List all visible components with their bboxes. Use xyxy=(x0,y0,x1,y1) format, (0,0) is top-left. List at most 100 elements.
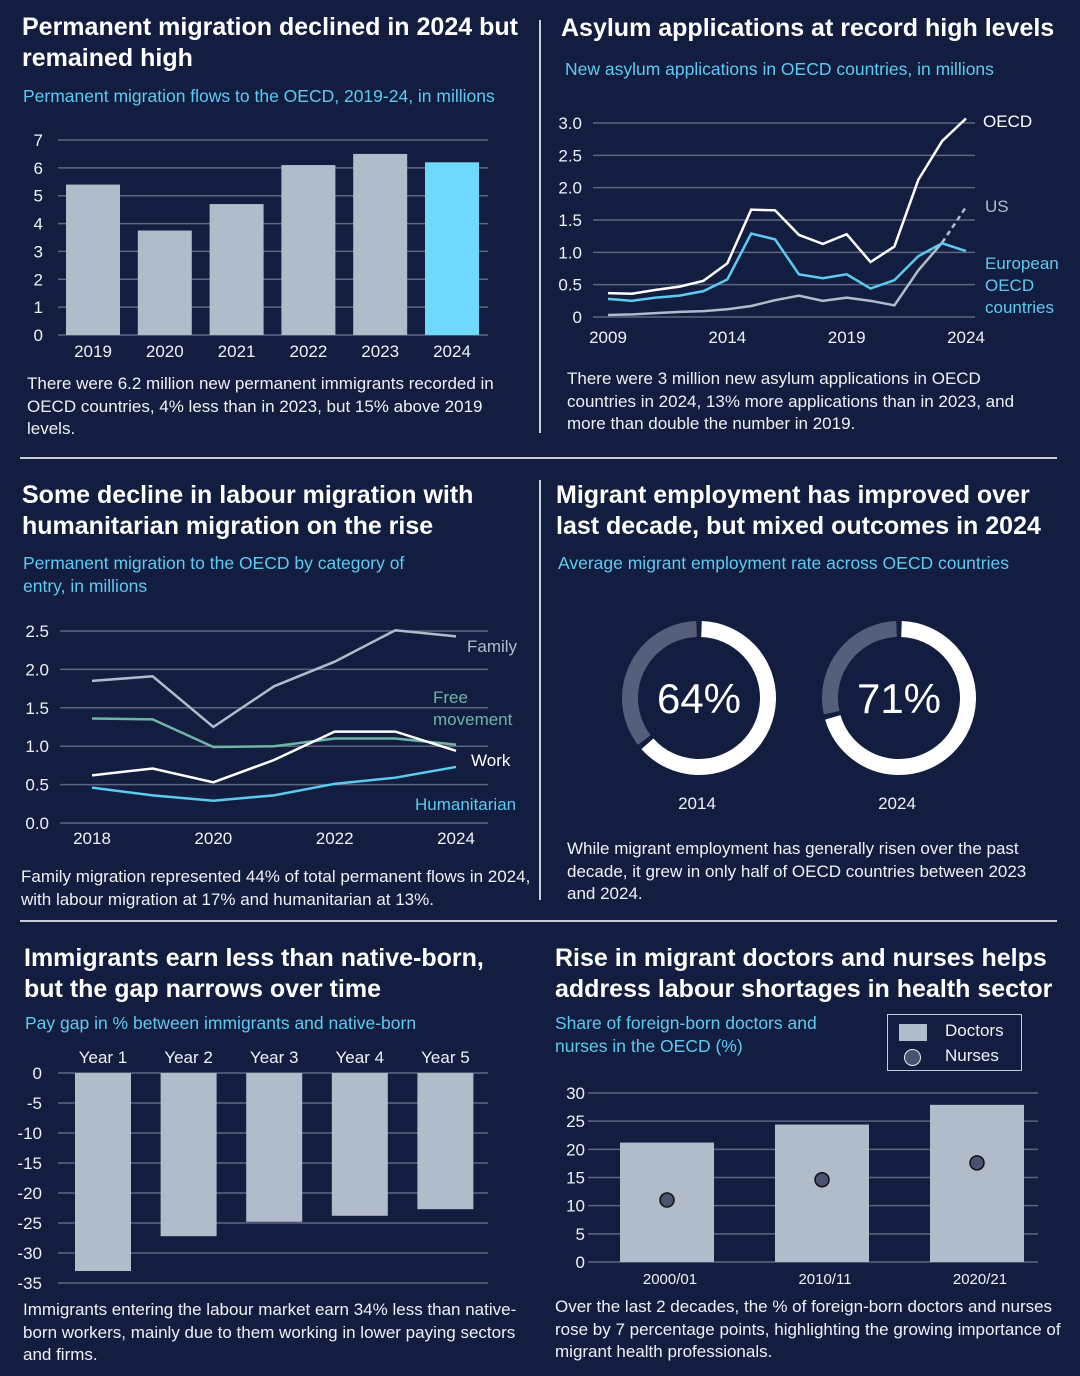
chart6-nurses-marker xyxy=(659,1192,675,1208)
chart1-x-tick-label: 2022 xyxy=(289,342,327,361)
chart2-y-tick-label: 1.0 xyxy=(558,243,582,262)
panel2-title: Asylum applications at record high level… xyxy=(561,14,1055,42)
chart2-series-line xyxy=(607,232,967,303)
panel1-subtitle: Permanent migration flows to the OECD, 2… xyxy=(23,86,495,106)
panel1-footer: There were 6.2 million new permanent imm… xyxy=(27,374,494,438)
chart3-series-line xyxy=(91,628,457,729)
donut-year-label: 2014 xyxy=(678,794,716,813)
chart1-x-tick-label: 2023 xyxy=(361,342,399,361)
panel6-subtitle: Share of foreign-born doctors and nurses… xyxy=(555,1013,817,1056)
chart2-x-tick-label: 2019 xyxy=(828,328,866,347)
chart1-y-tick-label: 4 xyxy=(34,215,43,234)
chart1-bar xyxy=(425,162,479,335)
chart5-x-tick-label: Year 5 xyxy=(421,1048,470,1067)
panel6-title: Rise in migrant doctors and nurses helps… xyxy=(555,944,1053,1003)
chart6-y-tick-label: 20 xyxy=(566,1140,585,1159)
chart1-x-tick-label: 2020 xyxy=(146,342,184,361)
chart1-bar xyxy=(66,184,120,335)
chart5-bar xyxy=(246,1073,303,1222)
chart3-y-tick-label: 0.0 xyxy=(25,814,49,833)
chart3-x-tick-label: 2018 xyxy=(73,829,111,848)
chart5-bar xyxy=(160,1073,217,1237)
legend-doctors-label: Doctors xyxy=(945,1021,1004,1040)
chart1-bar xyxy=(209,204,264,335)
chart1-y-tick-label: 6 xyxy=(34,159,43,178)
panel4-footer: While migrant employment has generally r… xyxy=(567,839,1027,903)
panel6-footer: Over the last 2 decades, the % of foreig… xyxy=(555,1297,1061,1361)
chart5-x-tick-label: Year 3 xyxy=(250,1048,299,1067)
chart2-y-tick-label: 2.5 xyxy=(558,146,582,165)
chart5-x-tick-label: Year 2 xyxy=(164,1048,213,1067)
donut-value-label: 64% xyxy=(657,675,741,722)
chart6-y-tick-label: 15 xyxy=(566,1169,585,1188)
chart5-bar xyxy=(331,1073,388,1216)
chart2-series-line xyxy=(607,241,944,317)
chart2-y-tick-label: 3.0 xyxy=(558,114,582,133)
chart6-doctors-bar xyxy=(775,1124,869,1262)
chart6-y-tick-label: 30 xyxy=(566,1084,585,1103)
chart1-y-tick-label: 5 xyxy=(34,187,43,206)
panel3-subtitle: Permanent migration to the OECD by categ… xyxy=(23,553,405,596)
donut-value-label: 71% xyxy=(857,675,941,722)
chart1-y-tick-label: 1 xyxy=(34,298,43,317)
chart6-y-tick-label: 5 xyxy=(576,1225,585,1244)
chart3-series-line xyxy=(91,730,457,784)
panel3-footer: Family migration represented 44% of tota… xyxy=(21,867,531,909)
chart1-y-tick-label: 3 xyxy=(34,242,43,261)
chart5-bar xyxy=(417,1073,474,1210)
donut-value-arc xyxy=(622,621,776,776)
panel1-title: Permanent migration declined in 2024 but… xyxy=(22,13,518,72)
legend-nurses-marker xyxy=(904,1049,921,1066)
horizontal-divider-1 xyxy=(20,457,1057,459)
chart2-series-line xyxy=(607,117,967,295)
chart3-series-label: Work xyxy=(471,751,511,770)
chart2-series-label: OECD xyxy=(983,112,1032,131)
panel2-footer: There were 3 million new asylum applicat… xyxy=(567,369,1015,433)
chart3-x-tick-label: 2024 xyxy=(437,829,475,848)
chart5-y-tick-label: -30 xyxy=(17,1244,42,1263)
panel4-subtitle: Average migrant employment rate across O… xyxy=(558,553,1009,573)
chart2-x-tick-label: 2024 xyxy=(947,328,985,347)
vertical-divider-top xyxy=(539,20,541,433)
panel4-title: Migrant employment has improved over las… xyxy=(556,481,1041,540)
chart6-nurses-marker xyxy=(814,1172,830,1188)
chart5-y-tick-label: 0 xyxy=(33,1064,42,1083)
panel5-footer: Immigrants entering the labour market ea… xyxy=(23,1300,517,1364)
chart1-x-tick-label: 2019 xyxy=(74,342,112,361)
chart3-x-tick-label: 2022 xyxy=(316,829,354,848)
chart6-y-tick-label: 10 xyxy=(566,1197,585,1216)
chart5-y-tick-label: -20 xyxy=(17,1184,42,1203)
panel5-title: Immigrants earn less than native-born, b… xyxy=(24,944,484,1003)
chart5-y-tick-label: -35 xyxy=(17,1274,42,1293)
chart3-series-line xyxy=(91,717,457,749)
chart3-x-tick-label: 2020 xyxy=(194,829,232,848)
chart6-x-tick-label: 2000/01 xyxy=(643,1271,697,1288)
panel5-subtitle: Pay gap in % between immigrants and nati… xyxy=(25,1013,417,1033)
chart3-y-tick-label: 1.0 xyxy=(25,737,49,756)
chart5-bar xyxy=(75,1073,131,1271)
donut-remainder xyxy=(822,621,976,775)
chart6-y-tick-label: 25 xyxy=(566,1112,585,1131)
chart5-y-tick-label: -10 xyxy=(17,1124,42,1143)
chart3-series-label: Humanitarian xyxy=(415,795,516,814)
chart6-y-tick-label: 0 xyxy=(576,1253,585,1272)
chart1-y-tick-label: 0 xyxy=(34,326,43,345)
chart5-y-tick-label: -25 xyxy=(17,1214,42,1233)
horizontal-divider-2 xyxy=(20,920,1057,922)
chart3-series-line xyxy=(91,765,457,802)
chart2-y-tick-label: 1.5 xyxy=(558,211,582,230)
chart1-bar xyxy=(353,153,408,335)
donut-year-label: 2024 xyxy=(878,794,916,813)
chart3-y-tick-label: 2.0 xyxy=(25,660,49,679)
chart3-y-tick-label: 1.5 xyxy=(25,699,49,718)
chart2-x-tick-label: 2009 xyxy=(589,328,627,347)
chart3-y-tick-label: 0.5 xyxy=(25,776,49,795)
chart1-bar xyxy=(137,230,192,335)
chart1-y-tick-label: 2 xyxy=(34,270,43,289)
panel3-title: Some decline in labour migration with hu… xyxy=(22,481,474,540)
chart6-doctors-bar xyxy=(930,1104,1024,1262)
donut-remainder xyxy=(622,621,777,775)
chart2-y-tick-label: 0 xyxy=(573,308,582,327)
chart6-x-tick-label: 2020/21 xyxy=(953,1271,1007,1288)
